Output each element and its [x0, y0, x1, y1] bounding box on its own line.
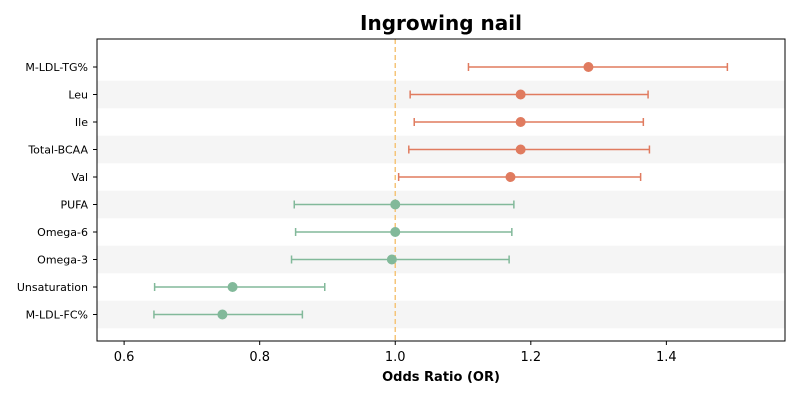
y-tick-label: Val: [72, 171, 88, 184]
x-axis-label: Odds Ratio (OR): [382, 370, 500, 385]
y-tick-label: Total-BCAA: [27, 144, 88, 157]
y-tick-label: Unsaturation: [17, 281, 88, 294]
y-axis: M-LDL-TG% Leu Ile Total-BCAA Val PUFA Omega-6 O…: [17, 61, 97, 322]
x-tick-label: 0.6: [114, 350, 135, 365]
plot-frame: [96, 38, 786, 342]
chart-title: Ingrowing nail: [360, 11, 522, 35]
y-tick-label: M-LDL-FC%: [26, 309, 88, 322]
or-point: [386, 254, 397, 265]
data-marks: [153, 62, 729, 320]
or-point: [505, 172, 516, 182]
or-point: [583, 62, 594, 72]
or-point: [217, 309, 228, 320]
y-tick-label: Omega-6: [37, 226, 88, 239]
y-tick-label: PUFA: [60, 199, 88, 212]
x-tick-label: 1.2: [520, 350, 541, 365]
y-tick-label: Ile: [75, 116, 88, 129]
or-point: [515, 117, 526, 127]
y-tick-label: M-LDL-TG%: [25, 61, 88, 74]
x-tick-label: 1.0: [385, 350, 406, 365]
or-point: [227, 282, 238, 292]
or-point: [390, 227, 401, 237]
or-point: [515, 144, 526, 155]
x-axis: 0.6 0.8 1.0 1.2 1.4: [114, 341, 677, 365]
y-tick-label: Omega-3: [37, 254, 88, 267]
or-point: [515, 89, 526, 100]
x-tick-label: 1.4: [656, 350, 677, 365]
or-point: [390, 199, 401, 210]
x-tick-label: 0.8: [249, 350, 270, 365]
y-tick-label: Leu: [68, 89, 88, 102]
